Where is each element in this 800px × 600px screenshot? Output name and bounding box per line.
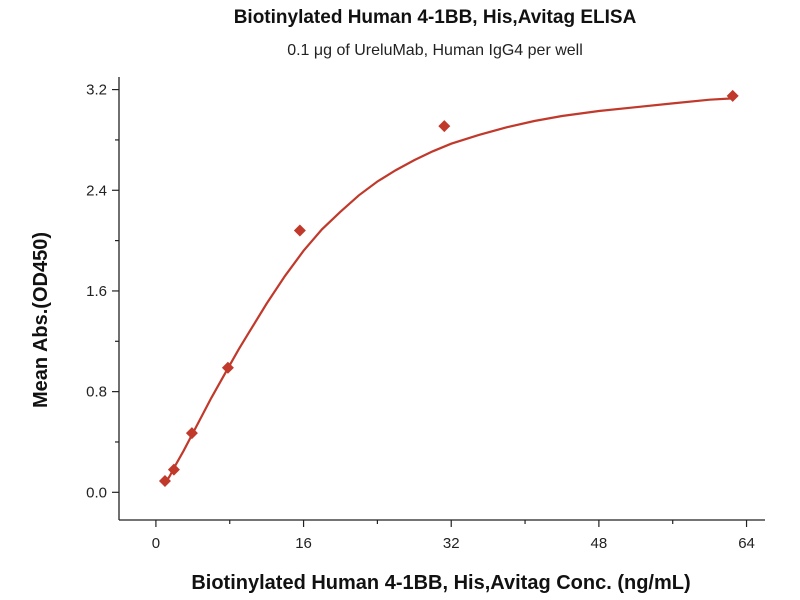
x-tick-label: 48 [591, 535, 608, 552]
data-point [158, 474, 171, 487]
data-point [438, 120, 451, 133]
data-points [158, 89, 739, 487]
tick-labels: 0 16 32 48 64 0.0 0.8 1.6 2.4 3.2 [86, 82, 755, 552]
y-tick-label: 2.4 [86, 182, 107, 199]
y-tick-label: 3.2 [86, 82, 107, 99]
x-tick-label: 64 [738, 535, 755, 552]
x-tick-label: 0 [152, 535, 160, 552]
x-tick-label: 32 [443, 535, 460, 552]
data-point [726, 89, 739, 102]
axes [118, 77, 765, 521]
x-axis-label: Biotinylated Human 4-1BB, His,Avitag Con… [191, 572, 690, 594]
data-point [293, 224, 306, 237]
y-tick-label: 0.8 [86, 384, 107, 401]
data-point [221, 361, 234, 374]
x-tick-label: 16 [295, 535, 312, 552]
y-tick-label: 1.6 [86, 283, 107, 300]
data-point [185, 427, 198, 440]
ticks [112, 88, 748, 527]
y-tick-label: 0.0 [86, 484, 107, 501]
chart-title: Biotinylated Human 4-1BB, His,Avitag ELI… [234, 7, 637, 28]
y-axis-label: Mean Abs.(OD450) [30, 232, 52, 408]
fit-curve [164, 97, 733, 485]
data-point [167, 463, 180, 476]
chart-subtitle: 0.1 μg of UreluMab, Human IgG4 per well [287, 42, 583, 59]
